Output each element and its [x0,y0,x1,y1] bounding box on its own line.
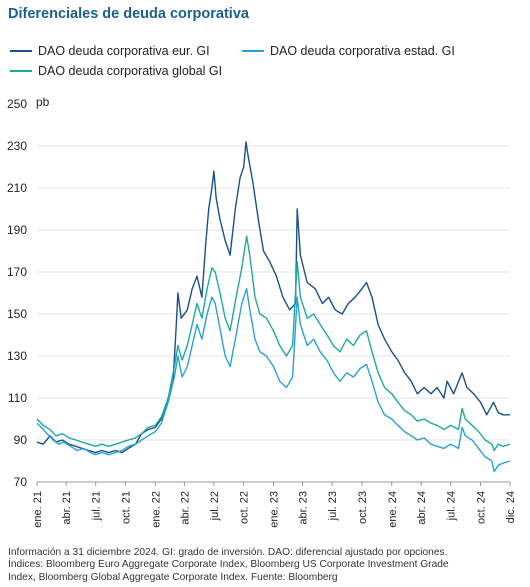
y-tick-label: 190 [7,223,27,237]
legend-label-us: DAO deuda corporativa estad. GI [270,44,455,58]
y-tick-label: 230 [7,139,27,153]
legend-item-eur: DAO deuda corporativa eur. GI [10,44,210,58]
x-tick-label: ene. 23 [269,491,281,528]
x-tick-label: jul. 24 [446,491,458,521]
footer-note: Información a 31 diciembre 2024. GI: gra… [8,547,523,584]
x-tick-label: oct. 22 [239,491,251,524]
x-tick-label: jul. 23 [327,491,339,521]
y-tick-label: 150 [7,307,27,321]
legend-swatch-global [10,70,32,72]
y-tick-label: 110 [8,391,27,405]
footer-line-2: Índices: Bloomberg Euro Aggregate Corpor… [8,559,449,571]
legend-swatch-us [242,50,264,52]
y-tick-label: 170 [7,265,27,279]
series-line-1 [36,288,511,473]
y-tick-label: 90 [14,433,28,447]
x-tick-label: abr. 21 [61,491,73,525]
x-tick-label: ene. 21 [32,491,44,528]
grid-lines [37,145,510,483]
y-tick-label: 250 [7,97,27,111]
x-tick-label: dic. 24 [505,491,517,523]
x-tick-label: oct. 21 [120,491,132,524]
x-tick-label: oct. 24 [476,491,488,524]
footer-line-1: Información a 31 diciembre 2024. GI: gra… [8,547,448,558]
x-tick-label: abr. 22 [179,491,191,525]
x-tick-label: ene. 22 [150,491,162,528]
y-tick-label: 130 [7,349,27,363]
legend-label-eur: DAO deuda corporativa eur. GI [38,44,210,58]
footer-line-3: Index, Bloomberg Global Aggregate Corpor… [8,571,338,583]
legend-item-us: DAO deuda corporativa estad. GI [242,44,455,58]
x-tick-label: ene. 24 [387,491,399,528]
y-unit-label: pb [36,95,50,109]
series-lines [36,141,511,473]
chart-title: Diferenciales de deuda corporativa [8,6,249,22]
legend-item-global: DAO deuda corporativa global GI [10,64,222,78]
x-tick-label: jul. 21 [91,491,103,521]
series-line-2 [36,235,511,452]
x-axis-ticks: ene. 21 abr. 21 jul. 21 oct. 21 ene. 22 abr. … [32,482,517,528]
x-tick-label: jul. 22 [209,491,221,521]
legend-swatch-eur [10,50,32,52]
x-tick-label: abr. 23 [298,491,310,525]
y-tick-label: 70 [14,475,28,489]
x-tick-label: abr. 24 [416,491,428,525]
legend-label-global: DAO deuda corporativa global GI [38,64,223,78]
y-axis-ticks: 70 90 110 130 150 170 190 210 230 250 [7,97,27,489]
x-tick-label: oct. 23 [357,491,369,524]
y-tick-label: 210 [7,181,27,195]
series-line-0 [36,141,510,454]
